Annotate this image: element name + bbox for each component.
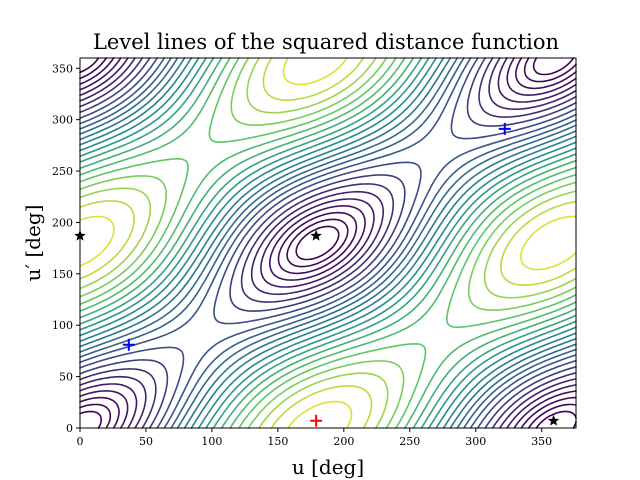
y-tick-label: 0 [66, 422, 73, 435]
contour-line [79, 57, 577, 429]
x-tick-label: 200 [333, 435, 354, 448]
contour-line [79, 57, 577, 429]
contour-line [79, 57, 577, 429]
y-ticks: 0 50 100 150 200 250 300 350 [52, 62, 80, 435]
contour-line [79, 57, 577, 429]
y-tick-label: 250 [52, 165, 73, 178]
plot-frame [79, 57, 577, 429]
x-ticks: 0 50 100 150 200 250 300 350 [77, 428, 552, 448]
x-tick-label: 150 [267, 435, 288, 448]
x-tick-label: 100 [201, 435, 222, 448]
x-tick-label: 0 [77, 435, 84, 448]
contour-line [79, 57, 577, 429]
contour-line [79, 57, 577, 429]
blue-plus-marker [498, 122, 511, 135]
x-axis-label: u [deg] [292, 455, 364, 479]
y-tick-label: 100 [52, 319, 73, 332]
y-tick-label: 300 [52, 114, 73, 127]
red-plus-marker [310, 414, 323, 427]
y-tick-label: 200 [52, 216, 73, 229]
blue-plus-marker [122, 338, 135, 351]
contour-line [79, 57, 577, 429]
x-tick-label: 350 [531, 435, 552, 448]
x-tick-label: 250 [399, 435, 420, 448]
contour-line [79, 57, 577, 429]
y-tick-label: 150 [52, 268, 73, 281]
star-marker [310, 229, 322, 241]
contour-line [79, 57, 577, 429]
contour-line [79, 57, 577, 429]
contour-line [79, 57, 577, 429]
contour-line [79, 57, 577, 429]
contour-line [79, 57, 577, 429]
contour-line [79, 57, 577, 429]
y-tick-label: 350 [52, 62, 73, 75]
x-tick-label: 50 [139, 435, 153, 448]
contour-line [79, 57, 577, 429]
y-axis-label: u′ [deg] [21, 205, 45, 282]
star-marker [547, 414, 560, 426]
y-tick-label: 50 [59, 371, 73, 384]
contour-lines [79, 57, 577, 429]
x-tick-label: 300 [465, 435, 486, 448]
contour-line [79, 57, 577, 429]
chart-title: Level lines of the squared distance func… [93, 30, 559, 54]
